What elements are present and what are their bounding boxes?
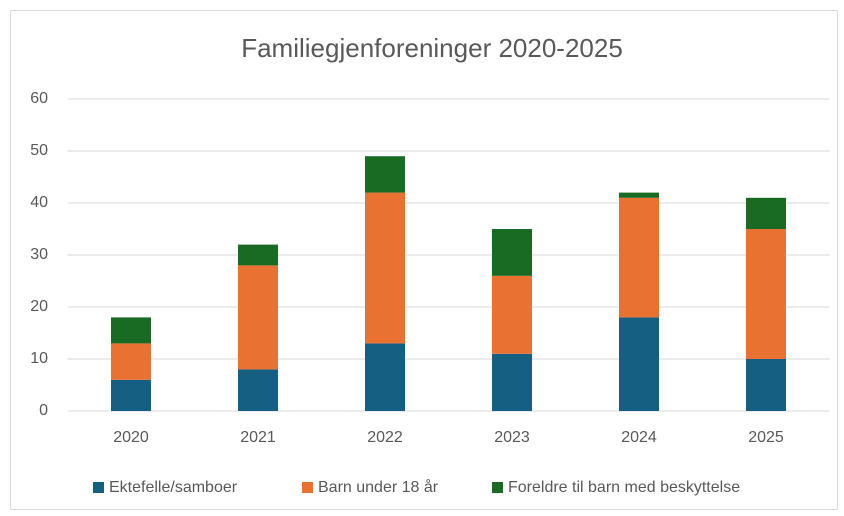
legend-label: Ektefelle/samboer — [109, 479, 238, 496]
bar-segment — [746, 229, 786, 359]
legend-swatch — [93, 482, 104, 493]
bar-segment — [365, 156, 405, 193]
bar-segment — [619, 197, 659, 318]
y-tick-label: 60 — [30, 90, 48, 107]
legend-swatch — [492, 482, 503, 493]
bar-segment — [111, 317, 151, 344]
bar-segment — [492, 229, 532, 276]
bar-segment — [238, 244, 278, 266]
y-tick-label: 10 — [30, 350, 48, 367]
bar-segment — [619, 192, 659, 198]
x-tick-label: 2023 — [494, 429, 530, 446]
bar-segment — [746, 197, 786, 229]
y-tick-label: 0 — [39, 402, 48, 419]
bar-segment — [492, 275, 532, 354]
legend-label: Foreldre til barn med beskyttelse — [508, 479, 740, 496]
legend-swatch — [302, 482, 313, 493]
chart-title: Familiegjenforeninger 2020-2025 — [241, 33, 623, 63]
x-tick-label: 2021 — [240, 429, 276, 446]
bar-segment — [365, 343, 405, 411]
x-tick-label: 2024 — [621, 429, 657, 446]
bar-segment — [746, 359, 786, 411]
bar-segment — [111, 343, 151, 380]
x-tick-label: 2025 — [748, 429, 784, 446]
bar-segment — [238, 369, 278, 411]
x-tick-label: 2022 — [367, 429, 403, 446]
chart-frame — [10, 10, 838, 510]
y-tick-label: 50 — [30, 142, 48, 159]
bar-segment — [619, 317, 659, 411]
bar-segment — [238, 265, 278, 370]
bar-segment — [365, 192, 405, 344]
y-tick-label: 20 — [30, 298, 48, 315]
bar-segment — [492, 353, 532, 411]
legend-label: Barn under 18 år — [318, 478, 439, 496]
y-tick-label: 30 — [30, 246, 48, 263]
bar-segment — [111, 379, 151, 411]
y-tick-label: 40 — [30, 194, 48, 211]
x-tick-label: 2020 — [113, 429, 149, 446]
